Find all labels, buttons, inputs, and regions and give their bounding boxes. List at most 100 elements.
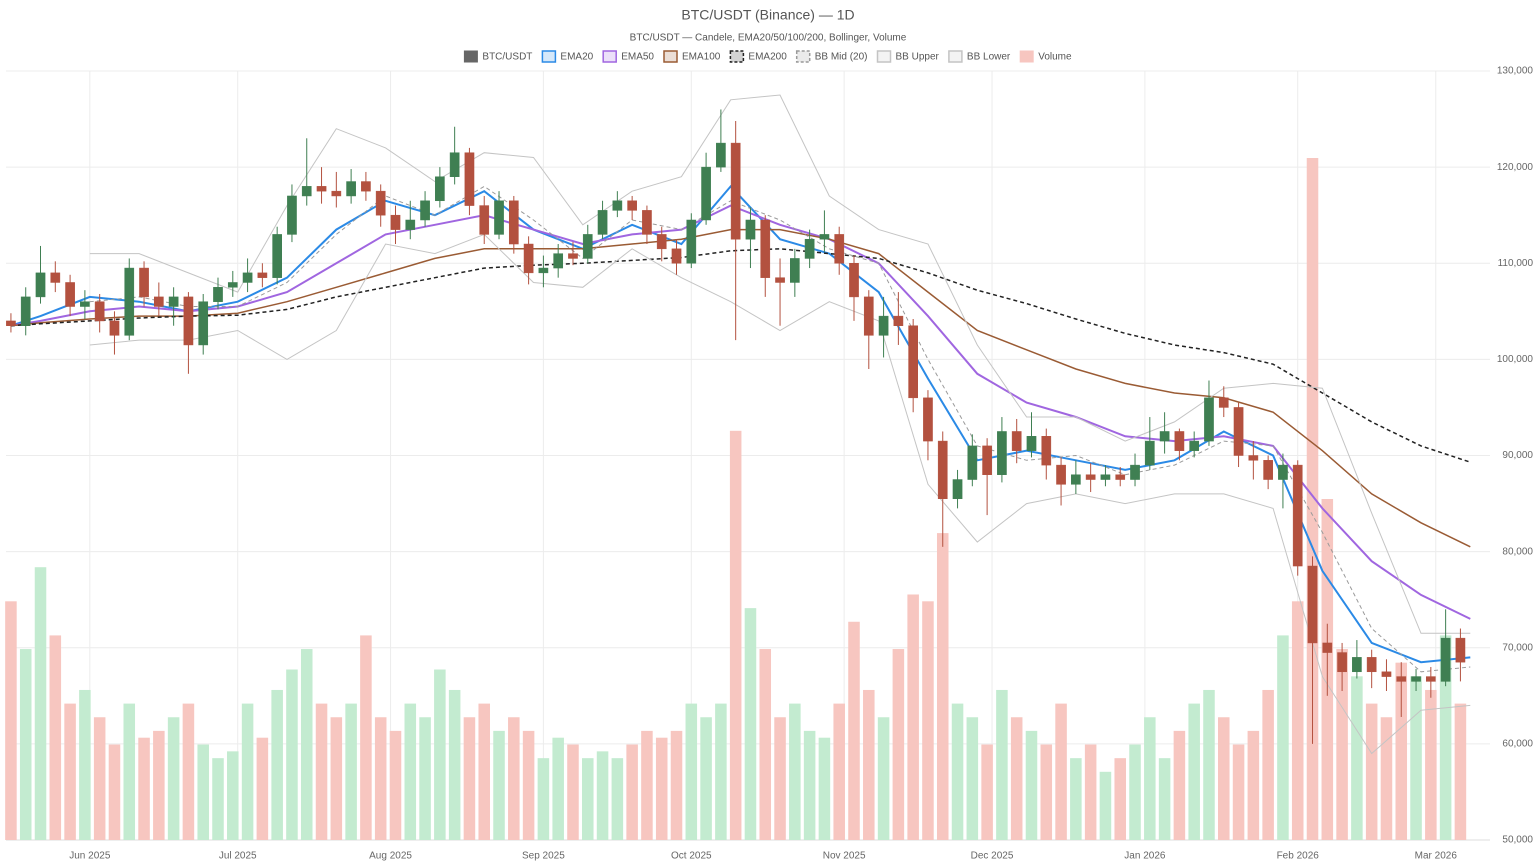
volume-bar [1365,703,1378,840]
volume-bar [19,649,32,840]
x-tick-label: Mar 2026 [1415,851,1458,862]
legend-item[interactable]: EMA20 [541,50,594,63]
candle-body [1189,440,1200,451]
legend-label: EMA200 [748,52,787,63]
legend-item[interactable]: EMA200 [729,50,787,63]
candle-body [139,267,149,298]
candle-body [242,272,253,283]
candle-body [301,186,312,197]
legend-item[interactable]: EMA50 [602,50,654,63]
volume-bar [966,717,979,840]
candle-body [671,248,682,264]
volume-bar [345,703,357,840]
candle-body [508,200,519,245]
volume-bar [1232,744,1245,840]
x-tick-label: Jun 2025 [69,851,111,862]
volume-bar [818,737,831,840]
candle-body [1233,407,1244,456]
volume-bar [153,730,165,840]
candle-body [331,190,342,197]
legend-label: BB Mid (20) [815,52,868,63]
legend-label: BB Upper [896,52,940,63]
candle-body [1381,671,1392,677]
candle-body [849,263,859,298]
candle-body [257,272,268,278]
volume-bar [1306,158,1319,840]
candle-body [1011,431,1022,451]
candle-body [937,440,948,500]
volume-bar [1277,635,1289,840]
legend-item[interactable]: EMA100 [663,50,721,63]
volume-bar [1144,717,1156,840]
legend-swatch [729,50,745,63]
volume-bar [1040,744,1053,840]
volume-bar [34,567,47,840]
volume-bar [626,744,638,840]
candle-body [878,315,889,336]
legend-item[interactable]: BB Mid (20) [795,50,868,63]
candle-body [1440,637,1451,682]
volume-bar [493,730,505,840]
x-tick-label: Jul 2025 [219,851,257,862]
volume-bar [1262,689,1274,840]
candle-body [1056,464,1066,485]
legend: BTC/USDT EMA20 EMA50 EMA100 EMA200 BB Mid (20… [463,50,1072,63]
legend-swatch [1019,50,1034,63]
volume-bar [1010,717,1023,840]
candle-body [1366,657,1377,673]
volume-bar [892,649,905,840]
candle-body [65,282,75,307]
candle-body [316,186,327,192]
candle-body [20,296,31,326]
candle-body [1115,474,1126,480]
legend-item[interactable]: BTC/USDT [463,50,532,63]
volume-bar [833,703,845,840]
candle-body [1026,436,1037,451]
volume-bar [1099,771,1112,840]
y-tick-label: 70,000 [1502,642,1533,653]
volume-bar [1410,676,1422,840]
candle-body [997,431,1007,475]
legend-item[interactable]: BB Lower [948,50,1011,63]
candle-body [375,190,386,216]
chart-title: BTC/USDT (Binance) — 1D [681,7,854,23]
volume-bar [1380,717,1393,840]
volume-bar [1247,730,1260,840]
volume-bar [567,744,579,840]
volume-bar [1188,703,1200,840]
candle-body [686,219,697,264]
indicator-line [89,233,1471,755]
y-tick-label: 100,000 [1497,354,1534,365]
candle-body [982,445,992,475]
candle-body [346,181,356,197]
volume-bar [803,730,816,840]
candle-body [790,258,800,283]
indicator-line [10,184,1471,664]
volume-bar [123,703,136,840]
legend-swatch [663,50,678,63]
candle-body [760,219,771,278]
candle-body [1100,474,1111,480]
volume-bar [241,703,254,840]
volume-bar [1336,649,1348,840]
candle-body [923,397,933,442]
candle-body [35,272,46,298]
legend-item[interactable]: Volume [1019,50,1072,63]
x-tick-label: Jan 2026 [1124,851,1166,862]
volume-bar [537,758,550,840]
volume-bar [774,717,786,840]
legend-item[interactable]: BB Upper [876,50,940,63]
y-tick-label: 130,000 [1497,66,1534,77]
candle-body [1144,440,1155,466]
candle-body [952,479,963,500]
candle-body [464,152,475,206]
candle-body [198,301,209,346]
x-tick-label: Nov 2025 [823,851,866,862]
volume-bar [981,744,993,840]
candle-body [1204,397,1214,442]
volume-bar [419,717,431,840]
volume-bar [552,737,564,840]
volume-bar [581,758,594,840]
volume-bar [596,751,609,840]
candle-body [1159,431,1170,442]
